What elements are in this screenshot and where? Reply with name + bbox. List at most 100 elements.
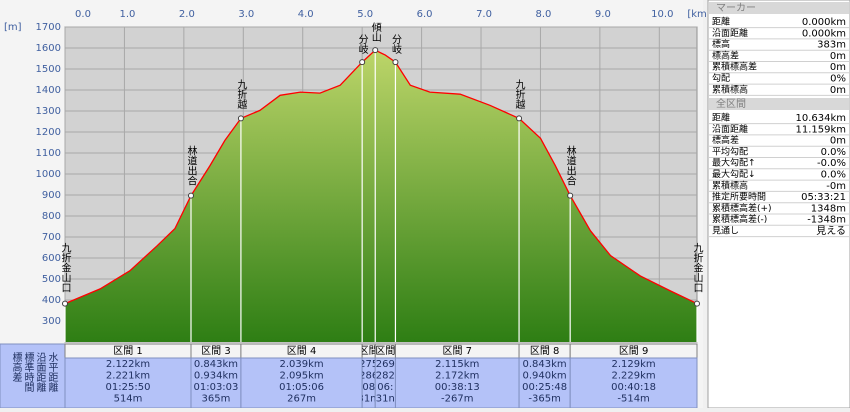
row-label: 沿面距離	[34, 352, 46, 393]
y-tick-label: 600	[42, 253, 61, 264]
waypoint-marker	[567, 192, 574, 199]
info-panel	[707, 0, 850, 409]
info-label: 累積標高差(+)	[712, 202, 772, 214]
info-label: 距離	[712, 112, 730, 124]
cell: 275	[359, 359, 378, 370]
y-tick-label: 700	[42, 232, 61, 243]
cell: -267m	[441, 394, 473, 405]
info-label: 勾配	[712, 72, 730, 84]
info-value: 見える	[816, 225, 846, 237]
info-value: 0m	[830, 136, 846, 147]
cell: 31n	[376, 394, 395, 405]
cell: 269	[376, 359, 395, 370]
waypoint-label: 九折金山口	[59, 242, 71, 292]
waypoint-label: 分岐	[356, 34, 368, 55]
table-label-bg	[0, 343, 66, 409]
cell: 00:40:18	[611, 382, 656, 393]
x-tick-label: 1.0	[119, 9, 135, 20]
y-tick-label: 300	[42, 316, 61, 327]
y-unit: [m]	[4, 22, 22, 33]
column-header-text: 区間 3	[201, 345, 231, 357]
x-tick-label: 0.0	[75, 9, 91, 20]
column-header-text: 区間 7	[442, 345, 472, 357]
info-label: 標高差	[712, 49, 739, 61]
info-label: 標高差	[712, 134, 739, 146]
y-tick-label: 900	[42, 190, 61, 201]
cell: 0.843km	[194, 359, 238, 370]
info-value: 383m	[817, 40, 846, 51]
y-tick-label: 1500	[36, 64, 61, 75]
cell: -365m	[528, 394, 560, 405]
x-tick-label: 9.0	[595, 9, 611, 20]
info-value: 05:33:21	[801, 192, 846, 203]
x-tick-label: 3.0	[238, 9, 254, 20]
info-label: 最大勾配↑	[712, 157, 756, 169]
info-value: 0.000km	[802, 17, 846, 28]
waypoint-marker	[694, 300, 700, 307]
y-tick-label: 500	[42, 274, 61, 285]
info-value: 0m	[830, 85, 846, 96]
info-value: -0.0%	[817, 158, 846, 169]
info-label: 標高	[712, 38, 730, 50]
y-tick-label: 1600	[36, 43, 61, 54]
waypoint-marker	[62, 300, 68, 307]
info-value: 0%	[830, 74, 846, 85]
info-value: 0.0%	[821, 147, 846, 158]
x-tick-label: 8.0	[536, 9, 552, 20]
info-label: 距離	[712, 16, 730, 28]
info-value: -0m	[826, 181, 846, 192]
section-title: 全区間	[716, 97, 746, 110]
info-label: 累積標高	[712, 83, 748, 95]
info-label: 沿面距離	[712, 27, 748, 39]
x-tick-label: 6.0	[417, 9, 433, 20]
row-label: 水平距離	[46, 352, 58, 393]
y-tick-label: 1700	[36, 22, 61, 33]
waypoint-label: 九折越	[513, 79, 525, 109]
column-header-text: 区間 1	[113, 345, 143, 357]
waypoint-label: 林道出合	[564, 144, 576, 186]
info-label: 最大勾配↓	[712, 168, 756, 180]
column-header-text: 区間	[359, 345, 379, 357]
y-tick-label: 1300	[36, 106, 61, 117]
section-title: マーカー	[716, 2, 756, 14]
column-body	[394, 357, 520, 409]
info-value: 0m	[830, 51, 846, 62]
info-value: -1348m	[807, 215, 846, 226]
info-value: 11.159km	[795, 124, 846, 135]
cell: 0.940km	[523, 371, 567, 382]
cell: 00:38:13	[435, 382, 480, 393]
x-unit: [km]	[687, 9, 710, 20]
cell: 01:25:50	[106, 382, 151, 393]
waypoint-label: 林道出合	[185, 144, 197, 186]
info-value: 1348m	[811, 203, 846, 214]
waypoint-marker	[237, 115, 244, 122]
info-label: 累積標高	[712, 179, 748, 191]
cell: 06:	[377, 382, 393, 393]
column-header-text: 区間 9	[619, 345, 649, 357]
x-tick-label: 10.0	[651, 9, 673, 20]
info-label: 推定所要時間	[712, 191, 766, 203]
info-label: 平均勾配	[712, 145, 748, 157]
info-label: 沿面距離	[712, 123, 748, 135]
cell: 00:25:48	[522, 382, 567, 393]
x-tick-label: 5.0	[357, 9, 373, 20]
section-title-bg	[709, 98, 849, 110]
cell: 267m	[287, 394, 316, 405]
info-label: 見通し	[712, 226, 739, 237]
x-tick-label: 2.0	[179, 9, 195, 20]
column-header-text: 区間	[375, 345, 395, 357]
cell: 2.221km	[106, 371, 150, 382]
cell: 282	[376, 371, 395, 382]
row-label: 標準時間	[22, 351, 34, 393]
cell: 2.122km	[106, 359, 150, 370]
x-tick-label: 4.0	[298, 9, 314, 20]
profile-area	[65, 50, 697, 342]
info-value: 10.634km	[795, 113, 846, 124]
column-body	[64, 357, 192, 409]
cell: 2.129km	[612, 359, 656, 370]
cell: 0.843km	[523, 359, 567, 370]
